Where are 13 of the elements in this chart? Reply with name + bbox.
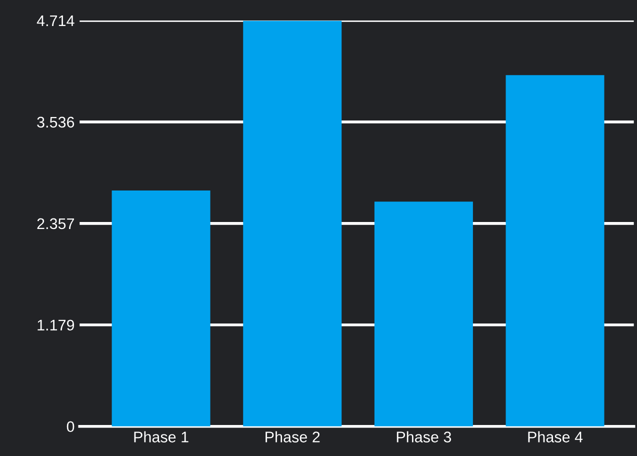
- y-tick-label: 0: [66, 421, 74, 432]
- bar: [243, 20, 342, 426]
- x-tick-label: Phase 3: [396, 431, 452, 442]
- y-tick-label: 3.536: [37, 116, 74, 128]
- x-tick-label: Phase 1: [134, 431, 188, 442]
- bar: [506, 75, 604, 426]
- y-tick-label: 2.357: [37, 218, 74, 230]
- bar: [112, 190, 210, 426]
- y-tick-label: 4.714: [36, 16, 74, 26]
- y-tick-label: 1.179: [38, 320, 74, 331]
- x-tick-label: Phase 2: [266, 431, 320, 442]
- x-tick-label: Phase 4: [528, 431, 583, 442]
- bar: [374, 202, 473, 426]
